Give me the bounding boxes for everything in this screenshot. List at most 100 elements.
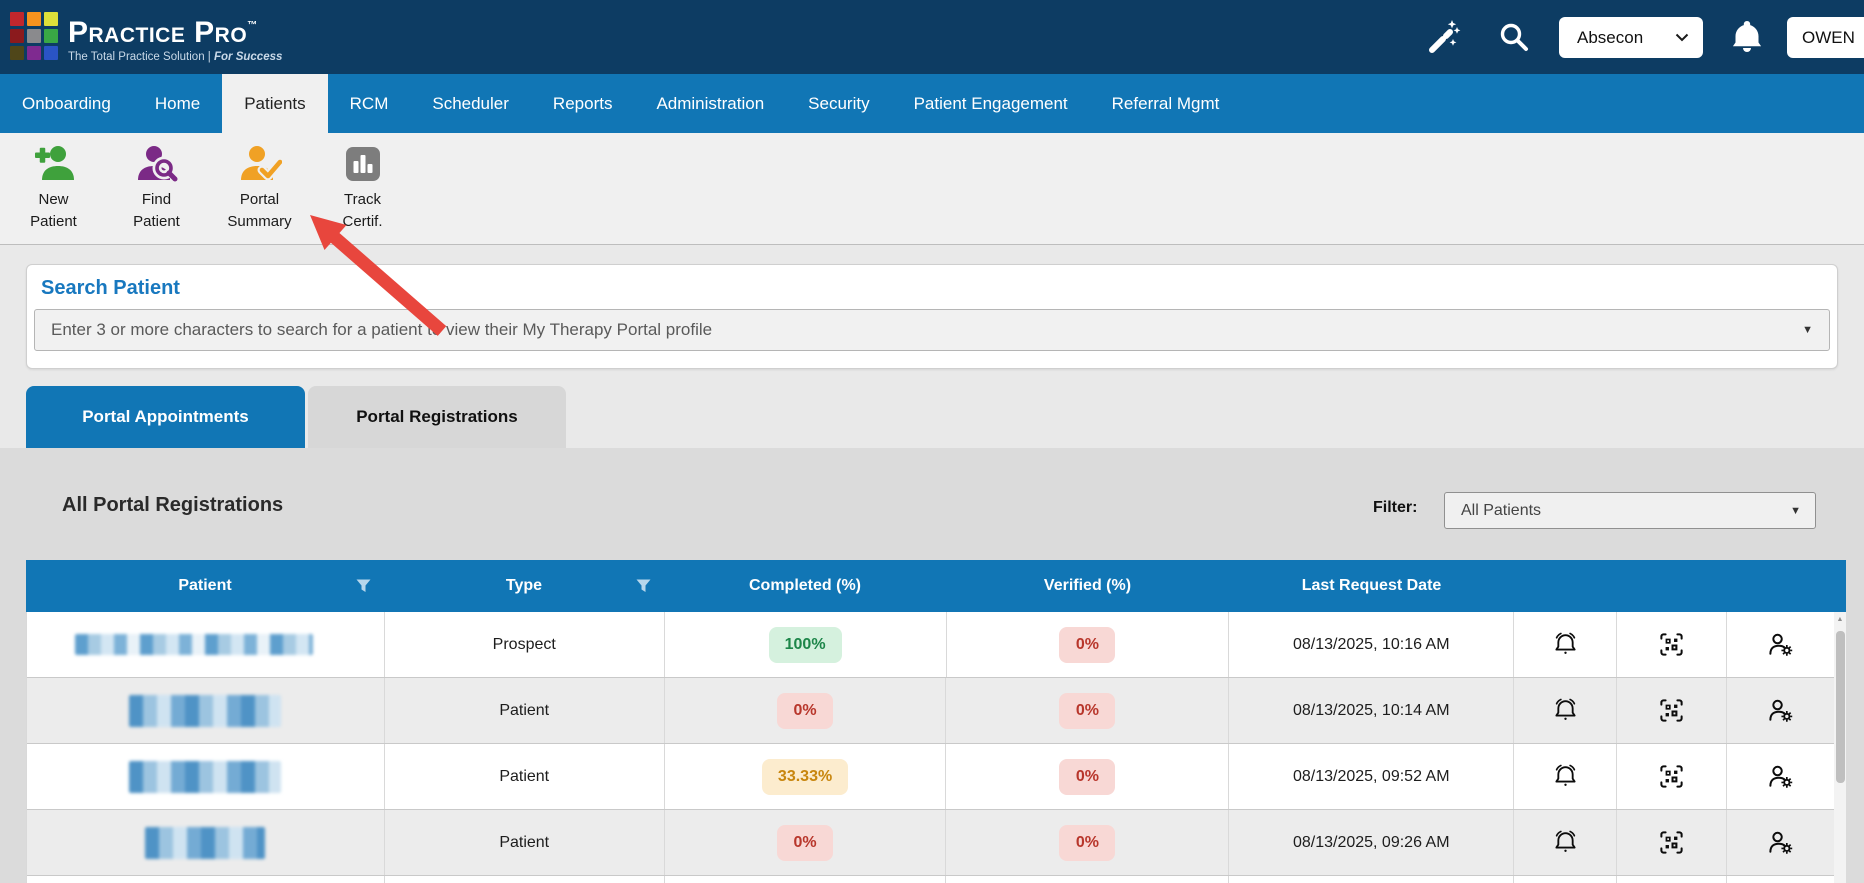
tool-label: Find Patient — [133, 191, 180, 230]
column-header-actions-bell — [1514, 560, 1617, 612]
type-cell: Prospect — [385, 612, 665, 677]
nav-item-administration[interactable]: Administration — [656, 93, 765, 113]
nav-item-scheduler[interactable]: Scheduler — [432, 93, 509, 113]
main-nav: Onboarding Home Patients RCM Scheduler R… — [0, 74, 1864, 133]
user-name: OWEN — [1802, 27, 1855, 47]
patient-name-cell-redacted — [27, 810, 385, 875]
column-header-type[interactable]: Type — [384, 560, 664, 612]
table-scrollbar[interactable]: ▲ — [1834, 612, 1846, 883]
verified-cell: 0% — [946, 678, 1230, 743]
search-patient-card: Search Patient Enter 3 or more character… — [26, 264, 1838, 369]
completed-cell: 0% — [665, 810, 947, 875]
nav-item-security[interactable]: Security — [808, 93, 870, 113]
redacted-name — [75, 634, 313, 655]
trademark-symbol: ™ — [247, 20, 258, 31]
type-cell: Patient — [385, 744, 665, 809]
send-notification-button[interactable] — [1514, 678, 1618, 743]
practice-pro-logo: Practice Pro™ The Total Practice Solutio… — [10, 10, 282, 63]
column-header-verified[interactable]: Verified (%) — [1043, 577, 1132, 594]
completed-badge: 0% — [777, 692, 834, 729]
verified-badge: 0% — [1059, 692, 1116, 729]
nav-item-onboarding[interactable]: Onboarding — [22, 93, 111, 113]
find-patient-person-magnifier-icon — [137, 146, 177, 182]
table-row: Patient 0% 0% 08/13/2025, 10:14 AM — [27, 678, 1834, 744]
panel-title: All Portal Registrations — [62, 494, 284, 516]
location-select[interactable]: Absecon — [1559, 17, 1703, 58]
search-placeholder: Enter 3 or more characters to search for… — [51, 320, 713, 339]
track-certif-bar-chart-icon — [345, 147, 380, 181]
nav-item-patient-engagement[interactable]: Patient Engagement — [913, 93, 1068, 113]
qr-code-button[interactable] — [1617, 810, 1728, 875]
portal-tabs: Portal Appointments Portal Registrations — [26, 386, 566, 448]
last-request-date-cell: 08/13/2025, 09:26 AM — [1229, 810, 1515, 875]
user-menu[interactable]: OWEN — [1787, 17, 1864, 58]
patient-settings-button[interactable] — [1727, 678, 1834, 743]
top-header: Practice Pro™ The Total Practice Solutio… — [0, 0, 1864, 74]
tool-label: Track Certif. — [342, 191, 383, 230]
column-header-actions-settings — [1727, 560, 1834, 612]
completed-cell: 100% — [665, 612, 947, 677]
completed-badge: 33.33% — [761, 758, 849, 795]
column-header-completed[interactable]: Completed (%) — [749, 577, 861, 594]
qr-code-button[interactable] — [1617, 744, 1728, 809]
logo-grid-icon — [10, 10, 60, 60]
tool-label: New Patient — [30, 191, 77, 230]
tab-portal-registrations[interactable]: Portal Registrations — [308, 386, 566, 448]
send-notification-button[interactable] — [1514, 744, 1618, 809]
scrollbar-thumb[interactable] — [1835, 631, 1845, 783]
filter-funnel-icon[interactable] — [636, 579, 651, 593]
qr-code-button[interactable] — [1617, 678, 1728, 743]
nav-item-referral-mgmt[interactable]: Referral Mgmt — [1111, 93, 1220, 113]
track-certif-button[interactable]: Track Certif. — [311, 133, 414, 244]
portal-summary-person-check-icon — [240, 146, 282, 181]
column-label: Patient — [178, 577, 232, 594]
type-cell: Patient — [385, 678, 665, 743]
patient-name-cell-redacted — [27, 678, 385, 743]
send-notification-button[interactable] — [1514, 612, 1618, 677]
tab-portal-appointments[interactable]: Portal Appointments — [26, 386, 305, 448]
table-row: Prospect 100% 0% 08/13/2025, 10:16 AM — [27, 612, 1834, 678]
column-header-patient[interactable]: Patient — [26, 560, 384, 612]
registrations-table: Patient Type Completed (%) Verified (%) … — [26, 560, 1846, 883]
find-patient-button[interactable]: Find Patient — [105, 133, 208, 244]
filter-funnel-icon[interactable] — [356, 579, 371, 593]
qr-code-button[interactable] — [1617, 612, 1728, 677]
completed-badge: 100% — [768, 626, 842, 663]
completed-cell: 0% — [665, 678, 947, 743]
nav-item-home[interactable]: Home — [154, 93, 201, 113]
new-patient-button[interactable]: New Patient — [2, 133, 105, 244]
dropdown-caret-icon: ▼ — [1802, 324, 1813, 336]
tool-label: Portal Summary — [227, 191, 292, 230]
patient-settings-button[interactable] — [1727, 744, 1834, 809]
filter-dropdown[interactable]: All Patients ▼ — [1444, 492, 1816, 529]
column-header-actions-qr — [1617, 560, 1727, 612]
last-request-date-cell: 08/13/2025, 10:16 AM — [1229, 612, 1515, 677]
scrollbar-up-arrow[interactable]: ▲ — [1836, 616, 1844, 623]
nav-item-patients[interactable]: Patients — [222, 74, 328, 133]
new-patient-person-plus-icon — [34, 146, 74, 180]
magic-wand-icon[interactable] — [1424, 18, 1462, 56]
redacted-name — [145, 826, 266, 859]
patient-settings-button[interactable] — [1727, 612, 1834, 677]
send-notification-button[interactable] — [1514, 810, 1618, 875]
nav-item-rcm[interactable]: RCM — [349, 93, 389, 113]
patient-settings-button[interactable] — [1727, 810, 1834, 875]
filter-value: All Patients — [1461, 501, 1542, 519]
patient-search-input[interactable]: Enter 3 or more characters to search for… — [34, 309, 1830, 351]
nav-item-reports[interactable]: Reports — [552, 93, 613, 113]
last-request-date-cell: 08/13/2025, 10:14 AM — [1229, 678, 1515, 743]
verified-cell: 0% — [946, 744, 1230, 809]
table-row: Patient 0% 0% 08/13/2025, 09:26 AM — [27, 810, 1834, 876]
table-rows: Prospect 100% 0% 08/13/2025, 10:16 AM Pa… — [26, 612, 1834, 883]
completed-cell: 33.33% — [665, 744, 947, 809]
brand-title: Practice Pro™ — [68, 16, 258, 49]
notifications-bell-icon[interactable] — [1729, 18, 1765, 56]
search-icon[interactable] — [1498, 21, 1530, 53]
column-header-last-request-date[interactable]: Last Request Date — [1301, 577, 1442, 594]
brand-tagline: The Total Practice Solution | For Succes… — [68, 51, 283, 63]
column-label: Type — [505, 577, 543, 594]
verified-cell: 0% — [946, 810, 1230, 875]
filter-label: Filter: — [1373, 499, 1418, 516]
completed-badge: 0% — [777, 824, 834, 861]
portal-summary-button[interactable]: Portal Summary — [208, 133, 311, 244]
